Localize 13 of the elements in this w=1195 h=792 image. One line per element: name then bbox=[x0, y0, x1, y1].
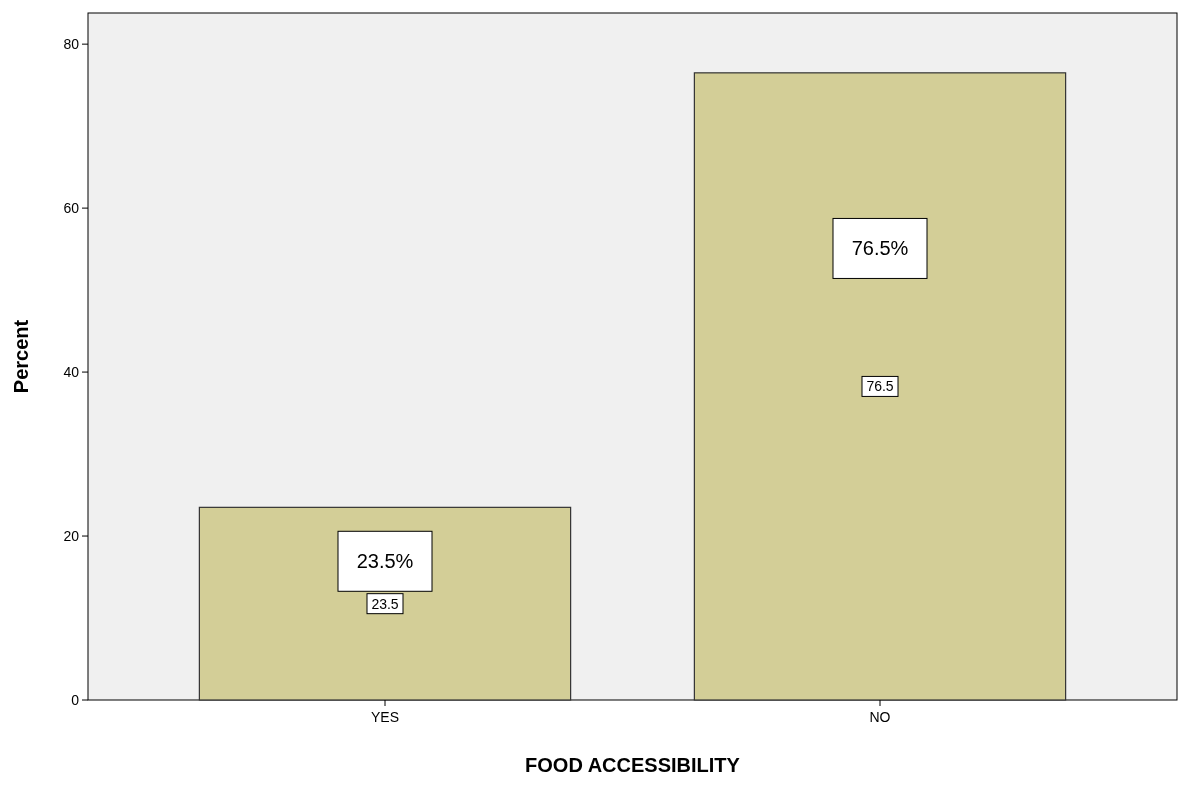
data-label: 76.5 bbox=[866, 378, 894, 395]
y-tick-label: 60 bbox=[63, 200, 80, 217]
y-tick-label: 0 bbox=[71, 691, 80, 708]
data-label: 23.5 bbox=[371, 595, 399, 612]
x-axis-title: FOOD ACCESSIBILITY bbox=[525, 754, 741, 776]
y-tick-label: 80 bbox=[63, 36, 80, 53]
annotation: 76.5% bbox=[851, 237, 909, 260]
y-tick-label: 20 bbox=[63, 527, 80, 544]
y-tick-label: 40 bbox=[63, 363, 80, 380]
x-tick-label: YES bbox=[370, 709, 400, 725]
annotation: 23.5% bbox=[356, 550, 414, 573]
y-axis-title: Percent bbox=[10, 319, 32, 394]
x-tick-label: NO bbox=[869, 709, 891, 725]
